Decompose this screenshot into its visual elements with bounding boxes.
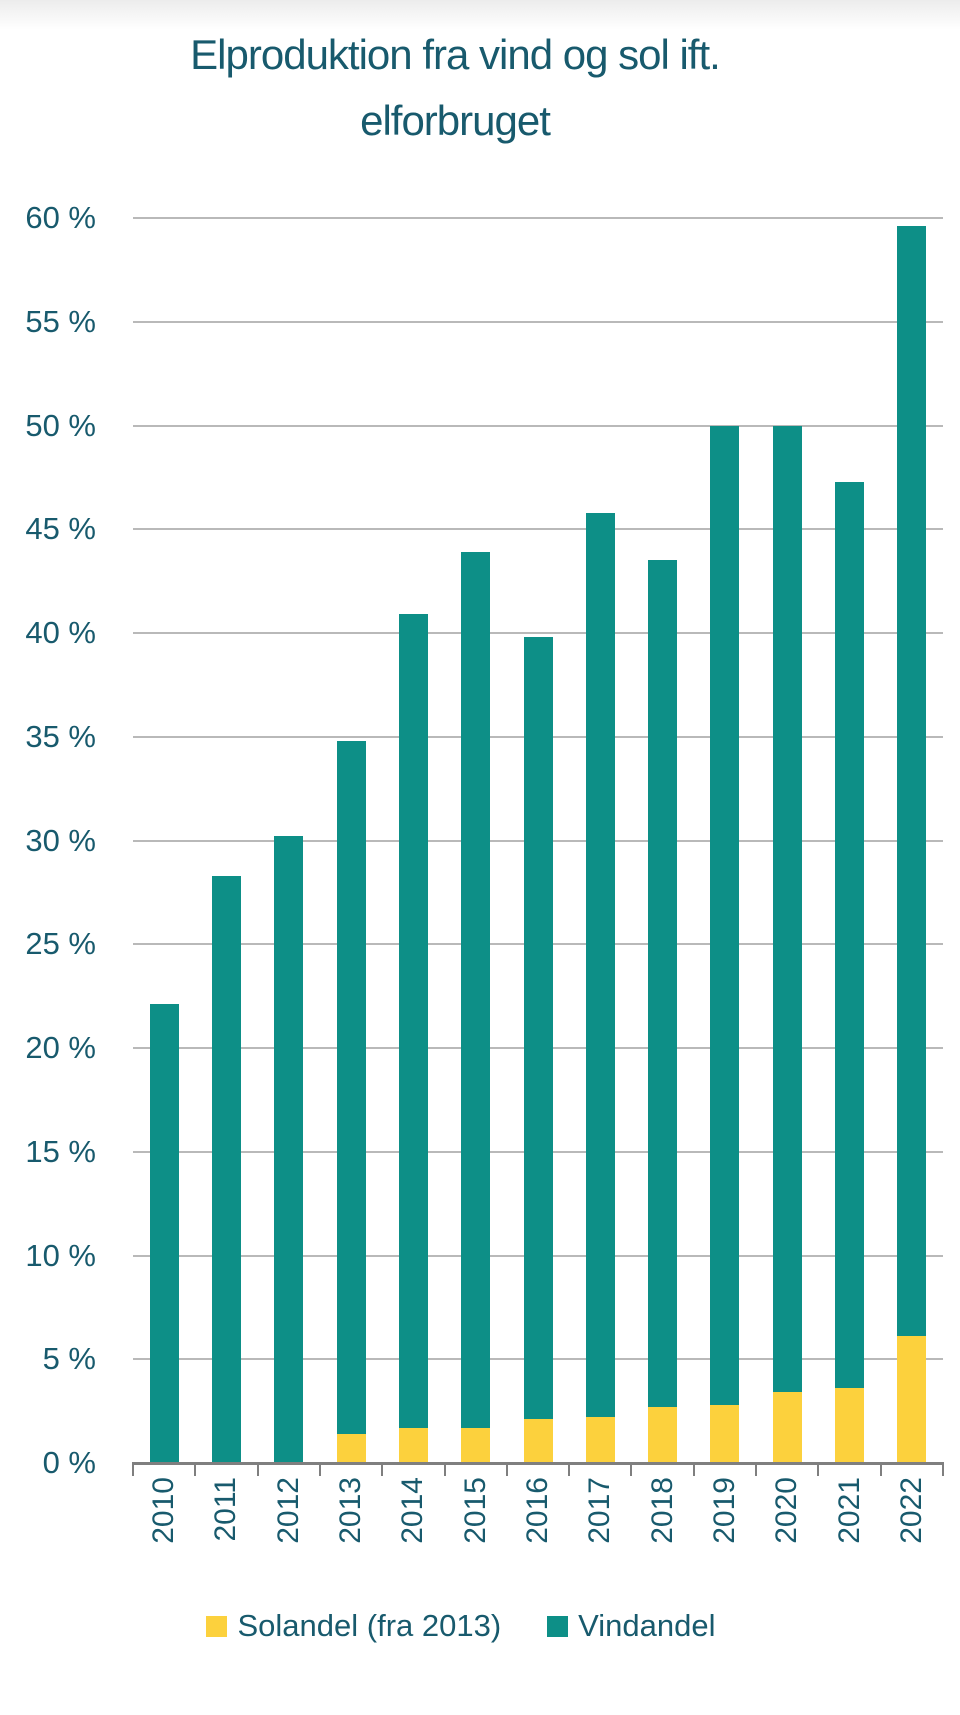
bar-2016-sol [523,1419,553,1463]
y-tick-label-15: 15 % [25,1133,96,1169]
x-axis-tick-12 [879,1465,882,1476]
x-axis-tick-11 [817,1465,820,1476]
y-tick-label-40: 40 % [25,615,96,650]
bar-2021-sol [835,1388,865,1463]
x-tick-label-2022: 2022 [881,1477,943,1582]
x-axis-tick-4 [381,1465,384,1476]
x-tick-label-text-2019: 2019 [707,1477,741,1544]
bar-2015-vind [461,552,491,1428]
x-tick-label-2011: 2011 [195,1477,257,1582]
bar-2014-sol [398,1427,428,1463]
y-tick-label-10: 10 % [25,1237,96,1273]
gridline-50 [133,424,943,427]
x-tick-label-text-2015: 2015 [458,1477,492,1544]
y-tick-label-35: 35 % [25,718,96,754]
bar-2015-sol [461,1427,491,1463]
x-tick-label-text-2013: 2013 [334,1477,368,1544]
legend-item-vindandel: Vindandel [547,1608,716,1644]
gridline-60 [133,217,943,219]
x-tick-label-text-2022: 2022 [894,1477,928,1544]
bar-2019-vind [710,425,740,1405]
bar-2011-vind [211,875,241,1463]
y-tick-label-55: 55 % [25,303,96,339]
x-tick-label-text-2020: 2020 [770,1477,804,1544]
bar-2013-sol [336,1433,366,1463]
bar-2017-vind [585,512,615,1418]
x-tick-label-2010: 2010 [133,1477,195,1582]
bar-2016-vind [523,637,553,1420]
chart-title-line-1: Elproduktion fra vind og sol ift. [190,31,721,78]
gridline-45 [133,528,943,531]
bar-2020-sol [772,1392,802,1463]
x-tick-label-text-2014: 2014 [396,1477,430,1544]
bar-2012-vind [274,836,304,1463]
x-axis-tick-5 [443,1465,446,1476]
x-tick-label-2015: 2015 [445,1477,507,1582]
x-tick-label-2017: 2017 [569,1477,631,1582]
y-tick-label-25: 25 % [25,926,96,962]
x-tick-label-text-2011: 2011 [209,1477,243,1542]
x-axis-tick-13 [942,1465,944,1476]
x-tick-label-2019: 2019 [694,1477,756,1582]
x-tick-label-2020: 2020 [756,1477,818,1582]
x-axis-tick-8 [630,1465,633,1476]
vindandel-swatch [547,1615,569,1637]
x-tick-label-text-2010: 2010 [147,1477,181,1544]
x-axis-tick-3 [318,1465,321,1476]
y-tick-label-45: 45 % [25,511,96,547]
bar-2013-vind [336,740,366,1434]
top-fade-band [0,0,960,30]
x-tick-label-2018: 2018 [631,1477,693,1582]
legend-label-solandel: Solandel (fra 2013) [237,1608,502,1643]
bar-2010-vind [149,1004,179,1463]
x-tick-label-text-2017: 2017 [583,1477,617,1544]
solandel-swatch [206,1615,228,1637]
bar-2014-vind [398,614,428,1428]
chart-title: Elproduktion fra vind og sol ift. elforb… [145,22,765,154]
x-axis-line [132,1462,944,1465]
x-axis-tick-1 [194,1465,197,1476]
bar-2017-sol [585,1417,615,1463]
x-tick-label-2012: 2012 [258,1477,320,1582]
x-tick-label-2013: 2013 [320,1477,382,1582]
legend-label-vindandel: Vindandel [578,1608,716,1643]
bar-2019-sol [710,1404,740,1463]
gridline-55 [133,320,943,323]
gridline-40 [133,632,943,634]
bar-2022-sol [897,1336,927,1463]
x-axis-tick-9 [692,1465,695,1476]
y-tick-label-0: 0 % [42,1445,96,1480]
bar-2020-vind [772,425,802,1393]
x-axis-tick-10 [755,1465,758,1476]
x-tick-label-2016: 2016 [507,1477,569,1582]
y-tick-label-5: 5 % [42,1341,96,1377]
legend: Solandel (fra 2013) Vindandel [0,1608,922,1644]
x-tick-label-text-2018: 2018 [645,1477,679,1544]
y-tick-label-50: 50 % [25,407,96,443]
plot-area: 2010 2011 2012 2013 2014 2015 2016 2017 2018 2019… [132,217,944,1544]
x-axis-tick-2 [256,1465,259,1476]
x-tick-label-2014: 2014 [382,1477,444,1582]
y-tick-label-30: 30 % [25,822,96,858]
x-axis-tick-6 [505,1465,508,1476]
x-tick-label-text-2016: 2016 [520,1477,554,1544]
bar-2021-vind [835,481,865,1389]
x-tick-label-text-2012: 2012 [271,1477,305,1544]
legend-item-solandel: Solandel (fra 2013) [206,1608,501,1644]
y-tick-label-60: 60 % [25,200,96,235]
x-tick-label-2021: 2021 [818,1477,880,1582]
chart-title-line-2: elforbruget [360,97,551,144]
y-tick-label-20: 20 % [25,1030,96,1065]
bar-2022-vind [897,226,927,1337]
x-tick-label-text-2021: 2021 [832,1477,866,1544]
bar-2018-sol [648,1406,678,1463]
x-axis-tick-7 [568,1465,571,1476]
bar-2018-vind [648,560,678,1407]
x-axis-tick-0 [132,1465,134,1476]
